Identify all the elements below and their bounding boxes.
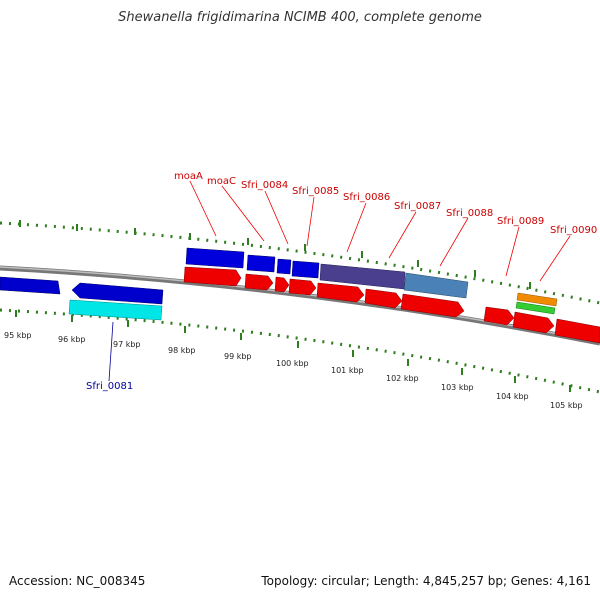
scale-label-99kbp: 99 kbp xyxy=(224,352,252,361)
accession-text: Accession: NC_008345 xyxy=(9,574,146,588)
feature-sfri-0090-green xyxy=(515,301,556,315)
label-sfri-0086: Sfri_0086 xyxy=(343,192,390,203)
scale-label-102kbp: 102 kbp xyxy=(386,374,419,383)
label-sfri-0088: Sfri_0088 xyxy=(446,208,493,219)
cds-sfri-0086 xyxy=(316,282,365,303)
gene-reverse-left-edge xyxy=(0,276,61,295)
cds-sfri-0087 xyxy=(364,288,403,309)
scale-label-105kbp: 105 kbp xyxy=(550,401,583,410)
cds-right-edge xyxy=(554,318,600,344)
cds-sfri-0084 xyxy=(274,276,290,293)
cds-sfri-0085 xyxy=(288,278,317,296)
label-sfri-0085: Sfri_0085 xyxy=(292,186,339,197)
gene-sfri-0085 xyxy=(291,260,320,279)
label-sfri-0090: Sfri_0090 xyxy=(550,225,597,236)
outer-major-ticks xyxy=(19,220,531,289)
scale-label-103kbp: 103 kbp xyxy=(441,383,474,392)
cds-sfri-0088 xyxy=(400,293,465,318)
label-moaC: moaC xyxy=(207,176,236,187)
scale-label-104kbp: 104 kbp xyxy=(496,392,529,401)
cds-sfri-0089 xyxy=(483,306,515,326)
label-sfri-0087: Sfri_0087 xyxy=(394,201,441,212)
gene-sfri-0087-steel xyxy=(403,272,469,299)
cds-sfri-0090 xyxy=(512,311,555,334)
inner-major-ticks xyxy=(15,310,571,392)
scale-label-100kbp: 100 kbp xyxy=(276,359,309,368)
scale-label-97kbp: 97 kbp xyxy=(113,340,141,349)
gene-moaA xyxy=(185,247,245,269)
scale-label-101kbp: 101 kbp xyxy=(331,366,364,375)
cds-moaC xyxy=(244,273,274,291)
gene-sfri-0081-cyan xyxy=(68,299,163,321)
gene-sfri-0084 xyxy=(276,258,292,275)
scale-label-96kbp: 96 kbp xyxy=(58,335,86,344)
cds-moaA xyxy=(183,266,242,287)
label-sfri-0089: Sfri_0089 xyxy=(497,216,544,227)
topology-text: Topology: circular; Length: 4,845,257 bp… xyxy=(261,574,591,588)
label-sfri-0084: Sfri_0084 xyxy=(241,180,288,191)
feature-sfri-0090-orange xyxy=(516,292,558,307)
gene-moaC xyxy=(246,254,276,273)
label-sfri-0081: Sfri_0081 xyxy=(86,381,133,392)
map-title: Shewanella frigidimarina NCIMB 400, comp… xyxy=(118,10,482,25)
label-moaA: moaA xyxy=(174,171,203,182)
scale-label-98kbp: 98 kbp xyxy=(168,346,196,355)
label-connector-sfri-0081 xyxy=(108,321,114,382)
label-connectors xyxy=(189,180,571,282)
scale-label-95kbp: 95 kbp xyxy=(4,331,32,340)
gene-sfri-0081-reverse xyxy=(71,282,164,305)
